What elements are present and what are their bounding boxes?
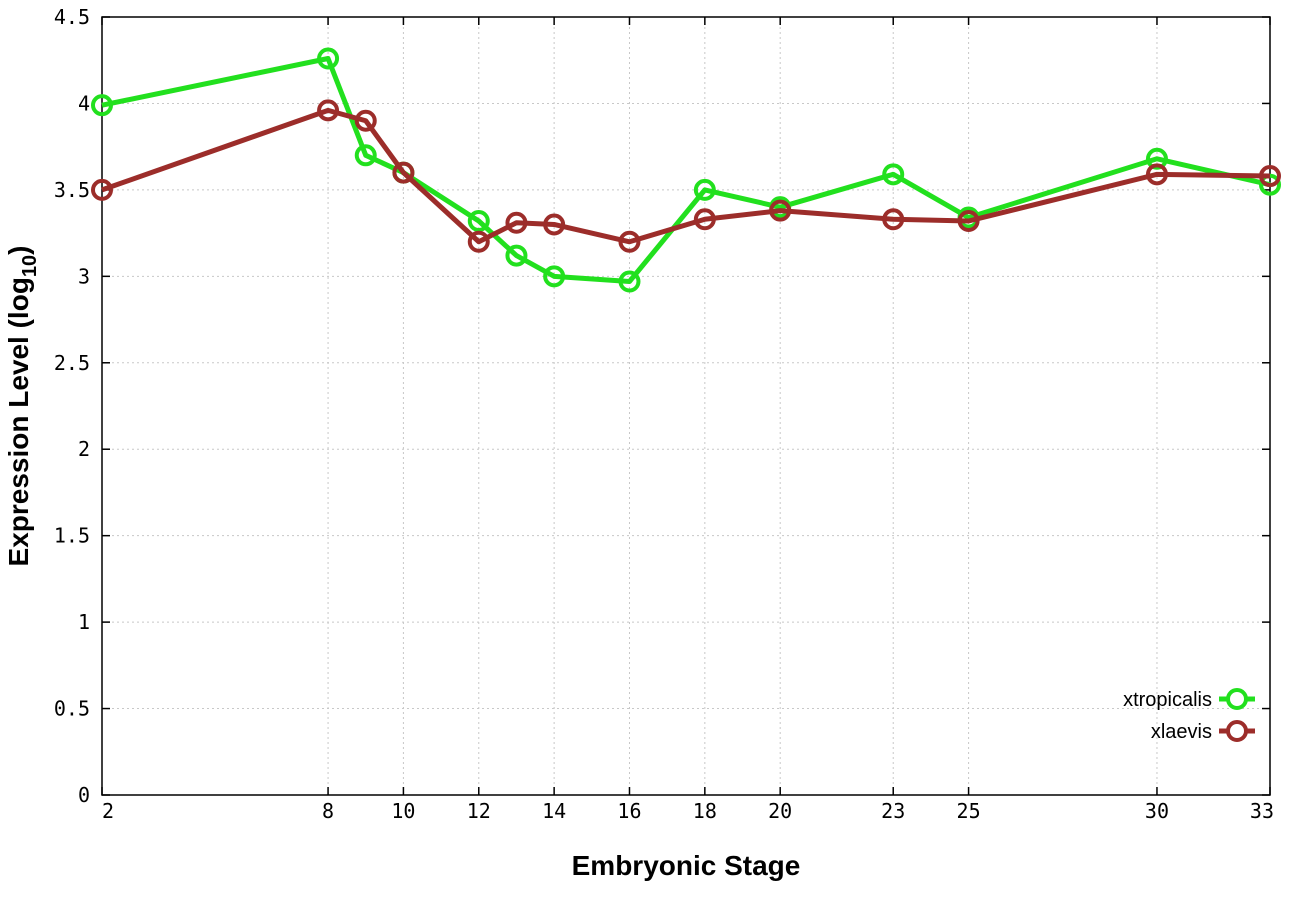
data-point-xtropicalis bbox=[505, 244, 528, 267]
data-point-xlaevis bbox=[505, 211, 528, 234]
y-tick-label: 0 bbox=[78, 783, 90, 807]
data-point-xlaevis bbox=[1145, 163, 1168, 186]
data-point-xlaevis bbox=[618, 230, 641, 253]
plot-frame bbox=[101, 16, 1271, 796]
y-tick-label: 2 bbox=[78, 437, 90, 461]
data-point-xlaevis bbox=[957, 210, 980, 233]
data-point-xtropicalis bbox=[467, 210, 490, 233]
series-line-xtropicalis bbox=[101, 55, 1271, 285]
x-tick-label: 25 bbox=[957, 799, 981, 823]
data-point-xlaevis bbox=[467, 230, 490, 253]
axis-ticks: 0 0.5 1 1.5 2 2.5 3 3.5 4 4.5 2 8 10 12 14 16 18 20 23 25 30… bbox=[54, 5, 1274, 823]
data-point-xlaevis bbox=[543, 213, 566, 236]
y-axis-title-subscript: 10 bbox=[19, 255, 41, 277]
y-tick-label: 0.5 bbox=[54, 697, 90, 721]
legend-marker-xtropicalis bbox=[1226, 688, 1248, 710]
data-point-xtropicalis bbox=[693, 178, 716, 201]
x-tick-label: 23 bbox=[881, 799, 905, 823]
x-tick-label: 20 bbox=[768, 799, 792, 823]
x-tick-label: 14 bbox=[542, 799, 566, 823]
y-tick-label: 4 bbox=[78, 91, 90, 115]
data-point-xtropicalis bbox=[91, 94, 113, 117]
y-axis-title-close: ) bbox=[3, 246, 34, 255]
x-tick-label: 16 bbox=[617, 799, 641, 823]
x-tick-label: 30 bbox=[1145, 799, 1169, 823]
x-axis-title: Embryonic Stage bbox=[572, 850, 801, 881]
legend-marker-xlaevis bbox=[1226, 720, 1248, 742]
x-tick-label: 10 bbox=[391, 799, 415, 823]
data-point-xtropicalis bbox=[1145, 147, 1168, 170]
x-tick-label: 33 bbox=[1250, 799, 1274, 823]
data-point-xlaevis bbox=[354, 109, 377, 132]
y-tick-label: 1 bbox=[78, 610, 90, 634]
series-layer bbox=[91, 47, 1281, 293]
legend-label-xtropicalis: xtropicalis bbox=[1123, 689, 1212, 711]
y-tick-label: 1.5 bbox=[54, 524, 90, 548]
data-point-xlaevis bbox=[769, 199, 792, 222]
x-tick-label: 8 bbox=[322, 799, 334, 823]
y-tick-label: 3.5 bbox=[54, 178, 90, 202]
data-point-xlaevis bbox=[91, 178, 113, 201]
data-point-xlaevis bbox=[693, 208, 716, 231]
data-point-xlaevis bbox=[317, 99, 340, 122]
x-tick-label: 2 bbox=[102, 799, 114, 823]
legend: xtropicalis xlaevis bbox=[1123, 688, 1255, 743]
y-tick-label: 3 bbox=[78, 264, 90, 288]
x-tick-label: 18 bbox=[693, 799, 717, 823]
data-point-xtropicalis bbox=[543, 265, 566, 288]
x-tick-label: 12 bbox=[467, 799, 491, 823]
data-point-xtropicalis bbox=[882, 163, 905, 186]
grid bbox=[102, 17, 1270, 795]
data-point-xtropicalis bbox=[618, 270, 641, 293]
data-point-xlaevis bbox=[392, 161, 415, 184]
data-point-xtropicalis bbox=[354, 144, 377, 167]
y-axis-title: Expression Level (log10) bbox=[3, 246, 41, 567]
y-tick-label: 2.5 bbox=[54, 351, 90, 375]
legend-label-xlaevis: xlaevis bbox=[1151, 721, 1212, 743]
y-tick-label: 4.5 bbox=[54, 5, 90, 29]
data-point-xlaevis bbox=[882, 208, 905, 231]
y-axis-title-main: Expression Level (log bbox=[3, 277, 34, 566]
data-point-xtropicalis bbox=[317, 47, 340, 70]
data-point-xlaevis bbox=[1259, 165, 1281, 188]
